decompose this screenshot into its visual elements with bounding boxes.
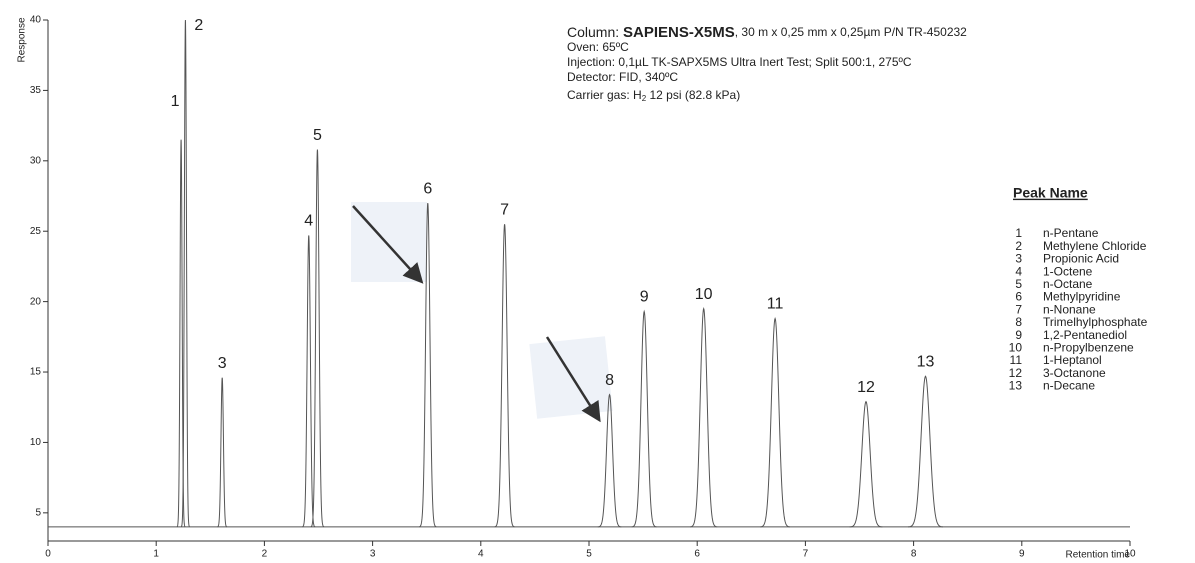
text: 12 psi (82.8 kPa) — [646, 88, 740, 102]
legend-name: 1-Octene — [1043, 264, 1093, 278]
legend-number: 10 — [1009, 340, 1023, 354]
highlight — [351, 202, 427, 282]
info-line: Detector: FID, 340ºC — [567, 70, 678, 84]
peak — [217, 377, 228, 528]
legend-number: 5 — [1015, 277, 1022, 291]
x-tick-label: 3 — [370, 549, 376, 560]
legend-name: n-Decane — [1043, 379, 1095, 393]
legend-title: Peak Name — [1013, 185, 1088, 201]
peak-label: 9 — [640, 289, 649, 306]
peak — [494, 224, 515, 528]
text: 2 — [642, 94, 647, 103]
text: , 30 m x 0,25 mm x 0,25µm P/N TR-450232 — [735, 25, 967, 39]
y-tick-label: 10 — [30, 437, 42, 448]
peak — [310, 149, 325, 528]
legend-number: 1 — [1015, 226, 1022, 240]
legend-number: 13 — [1009, 379, 1023, 393]
y-tick-label: 40 — [30, 15, 42, 26]
legend-name: 1-Heptanol — [1043, 353, 1102, 367]
x-tick-label: 5 — [586, 549, 592, 560]
legend-name: Trimelhylphosphate — [1043, 315, 1148, 329]
peak — [690, 306, 718, 528]
info-line: Carrier gas: H2 12 psi (82.8 kPa) — [567, 88, 740, 103]
y-tick-label: 35 — [30, 85, 42, 96]
peak-label: 13 — [917, 353, 935, 370]
peak-label: 1 — [171, 93, 180, 110]
legend-name: 1,2-Pentanediol — [1043, 328, 1127, 342]
x-axis-label: Retention time — [1066, 550, 1131, 561]
peak — [419, 202, 437, 528]
info-line: Column: SAPIENS-X5MS, 30 m x 0,25 mm x 0… — [567, 24, 967, 41]
y-axis-label: Response — [17, 17, 28, 62]
x-tick-label: 8 — [911, 549, 917, 560]
peak-label: 11 — [767, 296, 784, 313]
legend-number: 3 — [1015, 252, 1022, 266]
legend-name: Methylene Chloride — [1043, 239, 1147, 253]
legend-name: n-Octane — [1043, 277, 1093, 291]
peak — [302, 235, 316, 528]
legend-number: 8 — [1015, 315, 1022, 329]
peak — [760, 317, 790, 528]
legend-name: n-Nonane — [1043, 302, 1096, 316]
peak — [597, 393, 622, 528]
peak — [849, 400, 883, 528]
x-tick-label: 7 — [803, 549, 809, 560]
legend-number: 11 — [1010, 353, 1023, 367]
info-line: Oven: 65ºC — [567, 40, 629, 54]
text: SAPIENS-X5MS — [623, 24, 735, 41]
x-tick-label: 10 — [1124, 549, 1136, 560]
peak-label: 12 — [857, 379, 875, 396]
peak-label: 2 — [194, 17, 203, 34]
legend-name: 3-Octanone — [1043, 366, 1106, 380]
x-tick-label: 6 — [694, 549, 700, 560]
legend-number: 4 — [1015, 264, 1022, 278]
peak-label: 4 — [304, 213, 313, 230]
x-tick-label: 0 — [45, 549, 51, 560]
y-tick-label: 15 — [30, 367, 42, 378]
legend-number: 7 — [1015, 302, 1022, 316]
legend-number: 6 — [1015, 290, 1022, 304]
peak — [907, 375, 944, 528]
text: Column: — [567, 24, 623, 40]
arrow — [352, 205, 424, 284]
y-tick-label: 20 — [30, 296, 42, 307]
legend-name: n-Propylbenzene — [1043, 340, 1134, 354]
peak-label: 7 — [500, 201, 509, 218]
peak-label: 6 — [423, 180, 432, 197]
peak — [631, 309, 657, 528]
peak-label: 3 — [218, 355, 227, 372]
legend-name: n-Pentane — [1043, 226, 1099, 240]
peak-label: 5 — [313, 127, 322, 144]
legend-name: Propionic Acid — [1043, 252, 1119, 266]
x-tick-label: 1 — [153, 549, 159, 560]
legend-number: 9 — [1015, 328, 1022, 342]
legend-number: 2 — [1015, 239, 1022, 253]
info-line: Injection: 0,1µL TK-SAPX5MS Ultra Inert … — [567, 55, 912, 69]
text: Carrier gas: H — [567, 88, 642, 102]
legend-number: 12 — [1009, 366, 1023, 380]
x-tick-label: 9 — [1019, 549, 1025, 560]
info-block: Column: SAPIENS-X5MS, 30 m x 0,25 mm x 0… — [567, 24, 967, 103]
legend-name: Methylpyridine — [1043, 290, 1121, 304]
y-tick-label: 5 — [35, 507, 41, 518]
y-tick-label: 25 — [30, 226, 42, 237]
peak-label: 8 — [605, 372, 614, 389]
y-tick-label: 30 — [30, 155, 42, 166]
x-tick-label: 4 — [478, 549, 484, 560]
peak — [180, 19, 190, 528]
x-tick-label: 2 — [262, 549, 268, 560]
peak-label: 10 — [695, 286, 713, 303]
peak — [176, 139, 186, 528]
arrow — [545, 336, 601, 423]
